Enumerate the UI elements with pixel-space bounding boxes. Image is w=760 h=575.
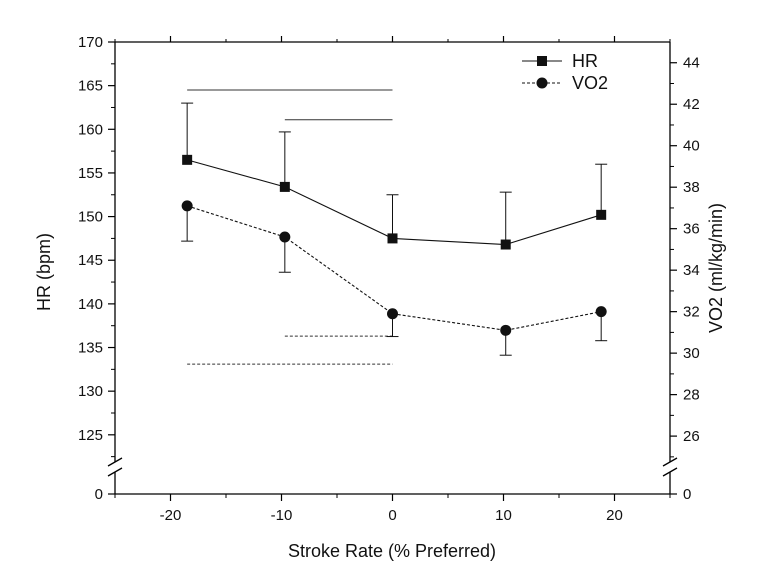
legend-label-hr: HR — [572, 51, 598, 71]
x-tick-label: -20 — [160, 507, 182, 524]
legend-marker-vo2 — [536, 77, 548, 89]
y-tick-label: 130 — [78, 383, 103, 400]
legend-label-vo2: VO2 — [572, 73, 608, 93]
y2-zero-label: 0 — [683, 486, 691, 503]
y2-tick-label: 36 — [683, 221, 700, 238]
y-tick-label: 125 — [78, 427, 103, 444]
x-tick-label: 10 — [495, 507, 512, 524]
data-point-hr — [596, 209, 607, 220]
y2-tick-label: 40 — [683, 138, 700, 155]
y-tick-label: 150 — [78, 209, 103, 226]
y-tick-label: 165 — [78, 78, 103, 95]
right-axis-break-mark — [662, 457, 678, 467]
data-point-vo2 — [387, 308, 398, 320]
data-point-vo2 — [595, 306, 607, 318]
y-tick-label: 135 — [78, 340, 103, 357]
x-tick-label: -10 — [271, 507, 293, 524]
data-point-hr — [182, 154, 193, 165]
data-point-hr — [279, 181, 290, 192]
y-tick-label: 160 — [78, 121, 103, 138]
y-tick-label: 170 — [78, 34, 103, 51]
y2-axis-title: VO2 (ml/kg/min) — [706, 203, 726, 333]
y2-tick-label: 34 — [683, 262, 700, 279]
y2-tick-label: 44 — [683, 55, 700, 72]
y2-tick-label: 42 — [683, 96, 700, 113]
series — [181, 102, 608, 356]
data-point-hr — [500, 239, 511, 250]
legend-marker-hr — [537, 56, 547, 66]
y-tick-label: 140 — [78, 296, 103, 313]
right-axis-break-mark — [662, 467, 678, 477]
x-tick-label: 0 — [388, 507, 396, 524]
data-point-vo2 — [500, 324, 512, 336]
significance-bars — [187, 89, 393, 365]
left-axis-break-mark — [107, 467, 123, 477]
data-point-vo2 — [181, 200, 193, 212]
series-line-hr — [187, 159, 602, 246]
axes — [107, 41, 678, 495]
y2-tick-label: 38 — [683, 179, 700, 196]
series-line-vo2 — [186, 205, 602, 331]
y2-tick-label: 30 — [683, 345, 700, 362]
data-point-hr — [387, 233, 398, 244]
y2-tick-label: 26 — [683, 428, 700, 445]
left-axis-break-mark — [107, 457, 123, 467]
data-point-vo2 — [279, 231, 291, 243]
y-axis-title: HR (bpm) — [34, 233, 54, 311]
y2-tick-label: 32 — [683, 304, 700, 321]
y-tick-label: 145 — [78, 252, 103, 269]
x-tick-label: 20 — [606, 507, 623, 524]
x-axis-title: Stroke Rate (% Preferred) — [288, 541, 496, 561]
y2-tick-label: 28 — [683, 387, 700, 404]
y-zero-label: 0 — [95, 486, 103, 503]
ticks: -20 -10 0 10 20 125 130 135 140 145 150 155 160 165 17… — [78, 34, 700, 524]
y-tick-label: 155 — [78, 165, 103, 182]
